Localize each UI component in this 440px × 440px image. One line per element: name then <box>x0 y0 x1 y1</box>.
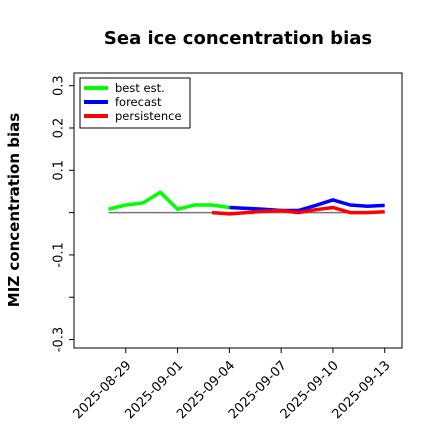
plot-area: -0.3-0.10.10.20.32025-08-292025-09-01202… <box>52 72 403 422</box>
legend-label: forecast <box>115 95 162 109</box>
y-axis-label: MIZ concentration bias <box>5 113 23 307</box>
chart-title: Sea ice concentration bias <box>104 28 372 49</box>
series-line-best-est <box>108 190 230 211</box>
y-tick-label: 0.1 <box>52 160 67 181</box>
y-tick-label: 0.3 <box>52 75 67 96</box>
y-tick-label: -0.3 <box>52 327 67 352</box>
legend-label: best est. <box>115 81 165 95</box>
series-line-persistence <box>211 205 385 216</box>
y-tick-label: -0.1 <box>52 242 67 267</box>
y-tick-label: 0.2 <box>52 118 67 139</box>
plot-frame <box>73 72 403 349</box>
series-line-forecast <box>229 198 385 213</box>
legend-label: persistence <box>115 109 182 123</box>
